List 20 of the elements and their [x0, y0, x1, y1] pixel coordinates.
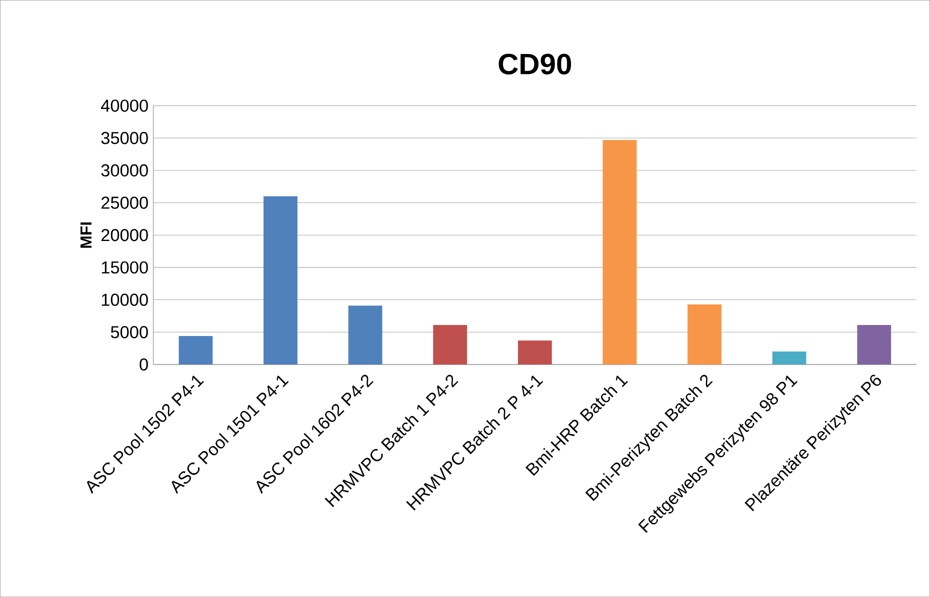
y-tick-label: 10000 [102, 294, 148, 306]
bar [178, 336, 213, 364]
y-tick-label: 40000 [100, 100, 148, 112]
y-tick-label: 5000 [110, 326, 148, 338]
y-tick-label: 30000 [101, 164, 148, 176]
y-tick-label: 15000 [102, 261, 148, 274]
y-tick-label: 25000 [101, 196, 148, 209]
y-tick-label: 0 [140, 358, 148, 371]
bar [264, 196, 298, 364]
bar [772, 351, 806, 364]
bar [348, 306, 382, 364]
bar [688, 304, 722, 364]
bar [433, 324, 468, 364]
bar [602, 140, 637, 364]
y-tick-label: 20000 [101, 228, 148, 242]
bar [518, 340, 552, 364]
bar [857, 324, 892, 364]
y-tick-label: 35000 [101, 132, 148, 144]
chart-title: CD90 [498, 54, 572, 74]
y-axis-title: MFI [80, 222, 92, 248]
